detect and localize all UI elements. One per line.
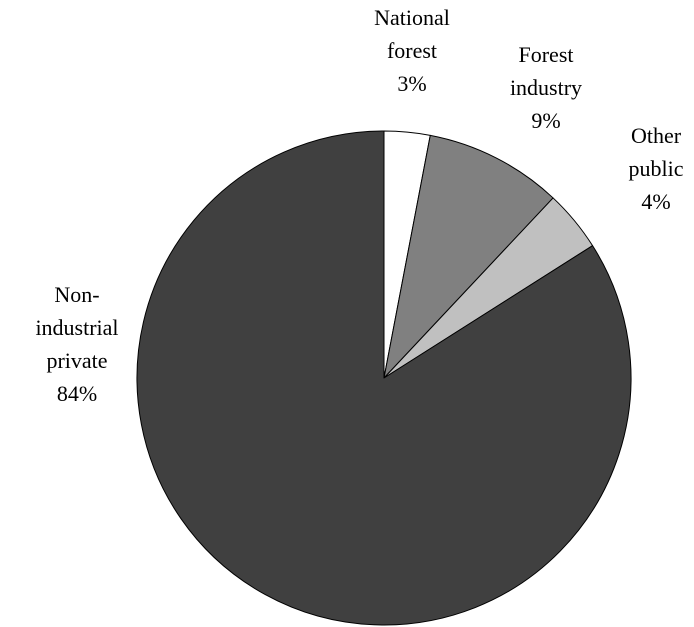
pie-label-other-public: Other public 4% xyxy=(629,123,684,214)
pie-category-label-national-forest: forest xyxy=(387,38,437,63)
pie-category-label-non-industrial-private: private xyxy=(46,348,107,373)
pie-category-label-forest-industry: industry xyxy=(510,75,582,100)
pie-slice-forest-industry xyxy=(383,134,554,379)
pie-category-label-forest-industry: Forest xyxy=(519,42,574,67)
pie-label-forest-industry: Forest industry 9% xyxy=(510,42,582,133)
pie-category-label-other-public: Other xyxy=(631,123,682,148)
pie-slices xyxy=(136,130,632,626)
pie-category-label-national-forest: National xyxy=(374,5,450,30)
pie-category-label-non-industrial-private: industrial xyxy=(35,315,118,340)
pie-value-label-forest-industry: 9% xyxy=(531,108,560,133)
pie-value-label-non-industrial-private: 84% xyxy=(57,381,97,406)
pie-label-national-forest: National forest 3% xyxy=(374,5,450,96)
pie-slice-non-industrial-private xyxy=(136,130,632,626)
pie-category-label-non-industrial-private: Non- xyxy=(54,282,99,307)
pie-category-label-other-public: public xyxy=(629,156,684,181)
pie-labels: National forest 3% Forest industry 9% Other pub… xyxy=(35,5,683,406)
pie-value-label-other-public: 4% xyxy=(641,189,670,214)
pie-label-non-industrial-private: Non-industrial private 84% xyxy=(35,282,118,406)
pie-value-label-national-forest: 3% xyxy=(397,71,426,96)
